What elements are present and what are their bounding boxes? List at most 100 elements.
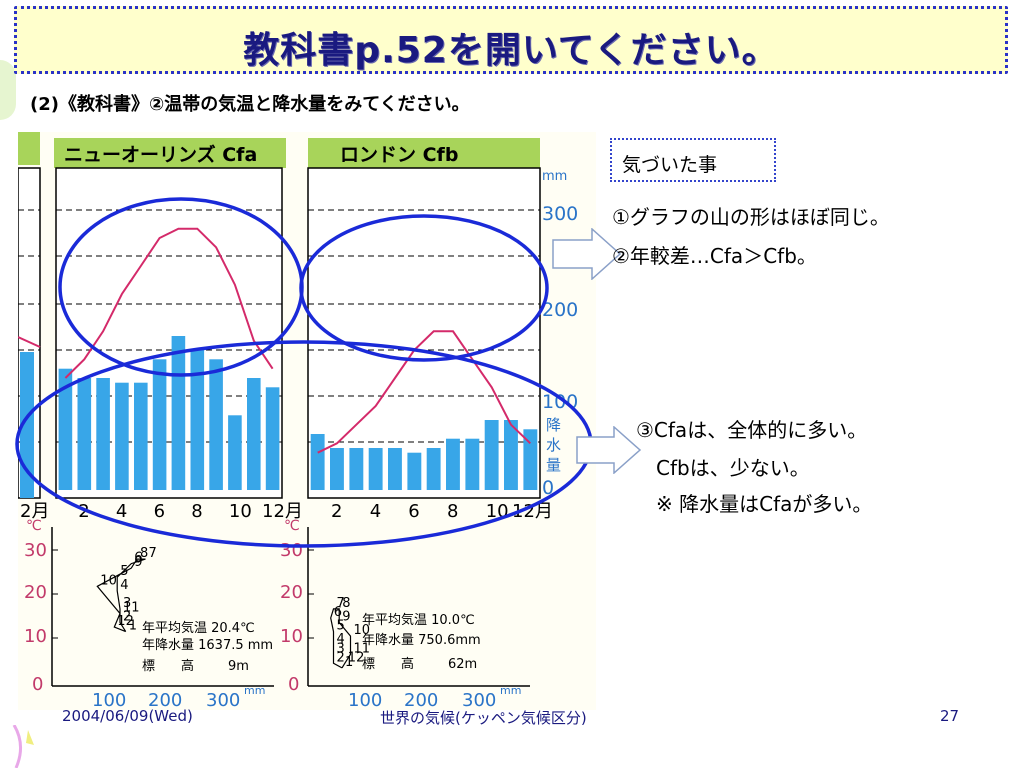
left-decoration — [0, 60, 16, 120]
cfa-y-20: 20 — [24, 582, 47, 603]
cfb-hyther-month-label: 7 — [337, 596, 345, 611]
cfa-hyther-month-label: 6 — [134, 551, 142, 566]
prev-precip-bar — [20, 352, 34, 498]
cfa-precip-bar — [96, 378, 110, 490]
footer-title: 世界の気候(ケッペン気候区分) — [380, 709, 587, 727]
cfa-month-tick: 8 — [191, 501, 202, 522]
cfb-month-tick: 4 — [370, 501, 381, 522]
cfb-elev-label: 標 高 — [362, 656, 414, 672]
precip-tick-100: 100 — [542, 391, 578, 413]
cfb-precip-bar — [484, 420, 499, 490]
cfa-avg-temp: 年平均気温 20.4℃ — [142, 620, 255, 636]
observation-5: ※ 降水量はCfaが多い。 — [656, 492, 873, 516]
cfb-hyther-month-label: 6 — [334, 605, 342, 620]
cfa-precip-bar — [152, 359, 167, 490]
cfa-hyther-month-label: 7 — [149, 546, 157, 561]
cfa-month-tick: 4 — [116, 501, 127, 522]
cfb-precip-bar — [446, 438, 460, 490]
cfa-month-tick: 10 — [229, 501, 252, 522]
corner-decoration — [12, 725, 34, 768]
cfb-precip-bar — [407, 452, 422, 490]
cfb-precip-bar — [426, 448, 441, 490]
cfa-x-300: 300 — [206, 690, 240, 710]
arrow-right-icon — [576, 426, 642, 474]
precip-unit: mm — [542, 169, 567, 184]
observation-1: ①グラフの山の形はほぼ同じ。 — [612, 205, 890, 229]
cfa-y-30: 30 — [24, 540, 47, 561]
cfb-precip-bar — [368, 448, 383, 490]
cfa-title: ニューオーリンズ Cfa — [64, 143, 257, 166]
cfa-elev-value: 9m — [228, 659, 249, 674]
cfb-y-10: 10 — [280, 626, 303, 647]
cfb-avg-temp: 年平均気温 10.0℃ — [362, 612, 475, 628]
cfa-precip-bar — [134, 382, 148, 490]
cfb-month-tick: 10 — [486, 501, 509, 522]
cfb-precip-bar — [465, 438, 480, 490]
cfb-x-100: 100 — [348, 690, 382, 710]
cfb-elev-value: 62m — [448, 657, 477, 672]
cfa-hyther-month-label: 10 — [100, 573, 117, 588]
cfa-precip-bar — [247, 378, 261, 490]
cfa-hyther-month-label: 12 — [117, 614, 134, 629]
cfb-x-300: 300 — [462, 690, 496, 710]
cfa-month-tick: 2 — [78, 501, 89, 522]
cfb-hyther-month-label: 5 — [337, 619, 345, 634]
cfa-precip-bar — [77, 378, 92, 490]
cfa-chart-header — [54, 138, 286, 168]
observations-label-box: 気づいた事 — [610, 138, 776, 182]
cfa-precip-bar — [190, 350, 205, 490]
cfa-precip-total: 年降水量 1637.5 mm — [142, 638, 273, 653]
precip-label-3: 量 — [546, 456, 561, 474]
cfa-precip-bar — [209, 359, 223, 490]
cfb-hyther-line — [330, 608, 352, 669]
cfb-x-200: 200 — [404, 690, 438, 710]
textbook-climate-figure: ニューオーリンズ Cfa ロンドン Cfb mm 300 200 100 降 水… — [18, 132, 596, 710]
precip-tick-300: 300 — [542, 203, 578, 225]
cfb-y-0: 0 — [288, 674, 299, 695]
cfb-y-20: 20 — [280, 582, 303, 603]
cfb-precip-total: 年降水量 750.6mm — [362, 633, 481, 648]
cfa-precip-bar — [58, 368, 73, 490]
cfb-precip-bar — [349, 448, 364, 490]
cfb-hyther-month-label: 1 — [345, 655, 353, 670]
cfa-x-100: 100 — [92, 690, 126, 710]
cfb-hyther-month-label: 3 — [337, 641, 345, 656]
slide-subtitle: (2)《教科書》②温帯の気温と降水量をみてください。 — [30, 94, 470, 115]
cfb-hyther-month-label: 9 — [342, 610, 350, 625]
precip-label-2: 水 — [546, 436, 561, 454]
cfa-hyther-month-label: 2 — [123, 610, 131, 625]
cfa-y-0: 0 — [32, 674, 43, 695]
cfa-month-tick: 6 — [154, 501, 165, 522]
cfb-hyther-month-label: 11 — [354, 641, 371, 656]
cfa-hyther-month-label: 5 — [120, 564, 128, 579]
cfb-chart-header — [308, 138, 540, 168]
cfb-x-unit: mm — [500, 684, 521, 697]
title-banner: 教科書p.52を開いてください。 — [14, 6, 1008, 74]
cfa-x-unit: mm — [244, 684, 265, 697]
cfa-x-200: 200 — [148, 690, 182, 710]
slide-title: 教科書p.52を開いてください。 — [243, 30, 779, 71]
cfb-celsius: ℃ — [284, 518, 300, 534]
cfb-month-tick: 8 — [447, 501, 458, 522]
cfa-y-10: 10 — [24, 626, 47, 647]
cfb-precip-bar — [310, 434, 325, 490]
cfb-hyther-month-label: 4 — [337, 632, 345, 647]
cfa-hyther-month-label: 8 — [140, 546, 148, 561]
arrow-right-icon — [552, 228, 622, 280]
precip-label-1: 降 — [546, 416, 561, 434]
cfb-hyther-month-label: 2 — [337, 650, 345, 665]
cfa-hyther-month-label: 9 — [134, 555, 142, 570]
cfb-month-tick: 6 — [408, 501, 419, 522]
cfb-month-last: 12月 — [512, 501, 553, 522]
precip-tick-200: 200 — [542, 299, 578, 321]
cfa-precip-bar — [171, 336, 186, 490]
cfb-precip-bar — [388, 448, 402, 490]
cfb-hyther-month-label: 8 — [342, 596, 350, 611]
observation-3: ③Cfaは、全体的に多い。 — [636, 418, 868, 442]
page-number: 27 — [940, 707, 960, 725]
cfa-elev-label: 標 高 — [142, 658, 194, 674]
observations-label: 気づいた事 — [622, 154, 718, 176]
